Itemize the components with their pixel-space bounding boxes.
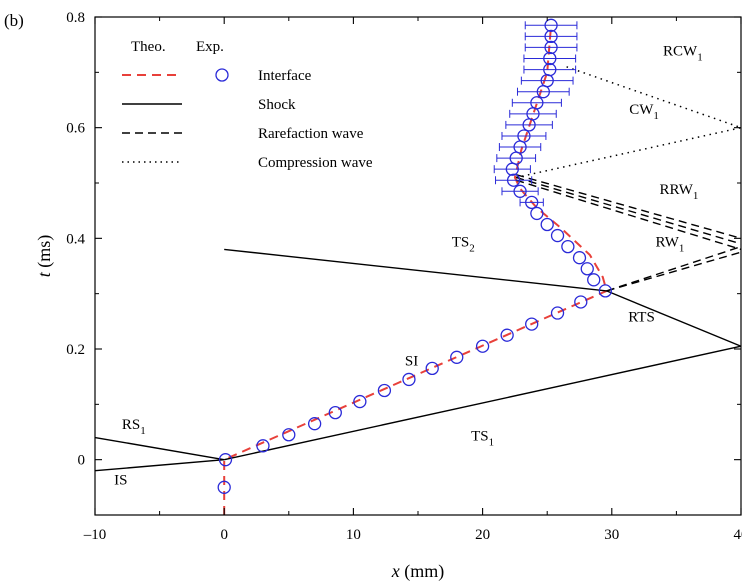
experiment-point xyxy=(550,306,565,320)
experiment-point xyxy=(587,273,601,287)
experiment-point xyxy=(328,405,342,420)
experiment-points xyxy=(217,18,612,494)
y-axis-label: t (ms) xyxy=(34,235,55,278)
experiment-point xyxy=(561,239,575,254)
x-tick-label: 40 xyxy=(734,527,742,543)
legend-header-theory: Theo. xyxy=(131,39,166,55)
y-tick-label: 0.6 xyxy=(66,121,85,137)
line-rarefaction-wave-rrw1 xyxy=(515,176,742,245)
line-rarefaction-wave-rw1 xyxy=(606,245,742,292)
y-tick-label: 0.8 xyxy=(66,10,85,26)
line-shock-rs1 xyxy=(94,436,225,461)
line-shock-ts2 xyxy=(224,248,607,292)
annotation-si: SI xyxy=(405,354,418,370)
experiment-point xyxy=(256,439,270,453)
experiment-point xyxy=(402,372,416,387)
annotation-rcw1: RCW1 xyxy=(663,44,703,64)
legend-header-experiment: Exp. xyxy=(196,39,224,55)
experiment-point xyxy=(500,328,514,342)
line-shock-ts1 xyxy=(224,345,742,461)
experiment-point xyxy=(307,417,322,431)
experiment-point xyxy=(572,251,587,265)
annotation-rs1: RS1 xyxy=(122,417,146,437)
line-compression-wave-cw1 xyxy=(516,126,742,179)
line-rarefaction-wave-rrw1 xyxy=(515,179,742,251)
experiment-point xyxy=(218,453,233,467)
experiment-point xyxy=(598,284,612,298)
annotation-is: IS xyxy=(114,473,127,489)
experiment-point xyxy=(425,361,439,376)
experiment-point xyxy=(475,339,490,353)
experiment-point xyxy=(544,40,558,55)
experiment-point xyxy=(543,51,557,66)
experiment-point xyxy=(525,317,539,331)
panel-label: (b) xyxy=(4,11,24,30)
experiment-point xyxy=(544,29,558,44)
line-compression-wave-rcw1 xyxy=(566,66,742,129)
x-tick-label: 20 xyxy=(475,527,490,543)
experiment-point xyxy=(353,394,367,409)
experiment-point xyxy=(543,62,557,77)
axes: –10 0 10 20 30 40 0 0.2 0.4 0.6 0.8 xyxy=(66,10,742,543)
plot-frame xyxy=(94,16,742,516)
x-tick-label: 0 xyxy=(220,527,228,543)
line-shock-is xyxy=(94,458,225,472)
experiment-point xyxy=(506,173,521,187)
y-tick-label: 0.4 xyxy=(66,231,85,247)
legend: Theo. Exp. Interface Shock Rarefaction w… xyxy=(122,39,373,171)
y-tick-label: 0.2 xyxy=(66,342,85,358)
annotation-rrw1: RRW1 xyxy=(660,182,699,202)
experiment-point xyxy=(282,428,296,442)
experiment-point xyxy=(580,262,594,276)
wave-lines xyxy=(94,25,742,515)
x-tick-label: –10 xyxy=(83,527,107,543)
experiment-point xyxy=(450,350,464,364)
experiment-point xyxy=(530,96,544,110)
experiment-point xyxy=(517,129,531,143)
experiment-point xyxy=(530,206,544,221)
x-tick-label: 10 xyxy=(346,527,361,543)
legend-label-shock: Shock xyxy=(258,97,296,113)
annotation-ts2: TS2 xyxy=(452,235,475,255)
legend-label-compression: Compression wave xyxy=(258,155,373,171)
experiment-point xyxy=(550,228,565,243)
annotation-ts1: TS1 xyxy=(471,428,494,448)
legend-label-rarefaction: Rarefaction wave xyxy=(258,126,364,142)
annotation-rts: RTS xyxy=(628,309,655,325)
experiment-point xyxy=(525,195,539,210)
annotation-rw1: RW1 xyxy=(656,235,685,255)
experiment-point xyxy=(377,383,392,398)
y-tick-label: 0 xyxy=(78,453,86,469)
x-tick-label: 30 xyxy=(604,527,619,543)
annotation-cw1: CW1 xyxy=(629,102,659,122)
wave-annotations: RS1 IS TS1 SI TS2 RTS RW1 RRW1 CW1 RCW1 xyxy=(114,44,703,489)
experiment-point xyxy=(513,184,527,198)
experiment-point xyxy=(217,480,231,494)
line-shock-rts xyxy=(606,290,742,347)
experiment-point xyxy=(540,217,554,232)
experiment-point xyxy=(544,18,558,32)
line-rarefaction-wave-rw1 xyxy=(606,251,742,292)
x-axis-label: x (mm) xyxy=(391,561,445,582)
experiment-point xyxy=(574,295,588,309)
legend-label-interface: Interface xyxy=(258,68,312,84)
line-rarefaction-wave-rrw1 xyxy=(515,174,742,240)
legend-interface-marker xyxy=(215,68,229,82)
